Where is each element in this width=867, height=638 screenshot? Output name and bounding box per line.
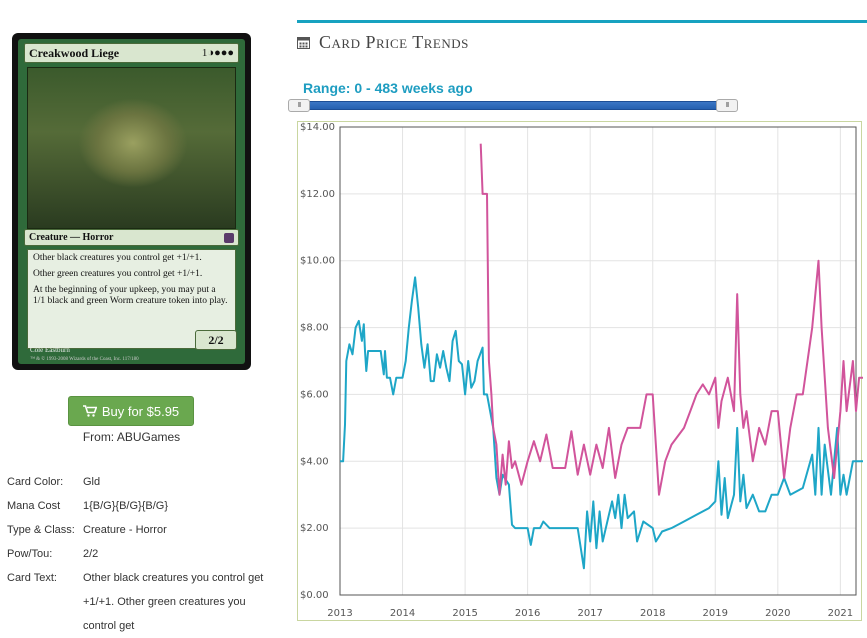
detail-row-type: Type & Class: Creature - Horror: [7, 518, 267, 542]
y-tick-label: $4.00: [300, 456, 329, 467]
y-tick-label: $14.00: [300, 122, 335, 133]
card-title-bar: Creakwood Liege 1◑●●●: [24, 43, 239, 63]
detail-row-card-text: Card Text: Other black creatures you con…: [7, 566, 267, 638]
detail-label: Pow/Tou:: [7, 548, 53, 560]
set-symbol-icon: [224, 232, 234, 243]
card-type-line: Creature — Horror: [29, 232, 114, 243]
x-tick-label: 2018: [640, 608, 665, 619]
x-tick-label: 2014: [390, 608, 415, 619]
y-tick-label: $0.00: [300, 590, 329, 601]
card-copyright: ™ & © 1993-2008 Wizards of the Coast, In…: [30, 357, 139, 362]
card-details: Card Color: Gld Mana Cost 1{B/G}{B/G}{B/…: [7, 470, 267, 638]
card-type-bar: Creature — Horror: [24, 229, 239, 246]
x-tick-label: 2021: [828, 608, 853, 619]
calendar-icon: [297, 37, 310, 49]
seller-prefix: From:: [82, 430, 115, 444]
detail-value: Creature - Horror: [83, 524, 167, 536]
range-slider-track[interactable]: [298, 101, 734, 110]
x-tick-label: 2016: [515, 608, 540, 619]
range-label: Range: 0 - 483 weeks ago: [303, 80, 473, 96]
detail-value: 1{B/G}{B/G}{B/G}: [83, 500, 169, 512]
section-header: Card Price Trends: [297, 32, 469, 53]
range-slider-handle-end[interactable]: III: [716, 99, 738, 112]
card-art: [27, 67, 236, 229]
x-tick-label: 2020: [765, 608, 790, 619]
y-tick-label: $6.00: [300, 389, 329, 400]
card-name: Creakwood Liege: [29, 45, 120, 60]
x-tick-label: 2017: [577, 608, 602, 619]
buy-button-label: Buy for $5.95: [101, 403, 180, 419]
detail-value: Other black creatures you control get +1…: [83, 572, 264, 632]
card-power-toughness: 2/2: [195, 330, 237, 350]
y-tick-label: $8.00: [300, 323, 329, 334]
section-divider: [297, 20, 867, 23]
x-tick-label: 2015: [452, 608, 477, 619]
card-artist: Cole Eastburn: [30, 346, 70, 354]
card-rule-line: Other green creatures you control get +1…: [33, 269, 203, 279]
section-title: Card Price Trends: [319, 32, 469, 52]
detail-row-pow-tou: Pow/Tou: 2/2: [7, 542, 267, 566]
detail-label: Type & Class:: [7, 524, 75, 536]
card-image: Creakwood Liege 1◑●●● Creature — Horror …: [12, 33, 251, 370]
plot-frame: [339, 126, 857, 596]
y-tick-label: $12.00: [300, 189, 335, 200]
cart-icon: [82, 405, 97, 417]
mana-cost-icons: 1◑●●●: [201, 47, 234, 59]
x-tick-label: 2013: [327, 608, 352, 619]
card-rules-text: Other black creatures you control get +1…: [27, 249, 236, 349]
card-rule-line: Other black creatures you control get +1…: [33, 253, 202, 263]
detail-label: Mana Cost: [7, 500, 61, 512]
y-tick-label: $10.00: [300, 256, 335, 267]
detail-label: Card Text:: [7, 572, 57, 584]
detail-row-color: Card Color: Gld: [7, 470, 267, 494]
detail-value: 2/2: [83, 548, 99, 560]
price-series-line: [479, 143, 863, 496]
range-slider-handle-start[interactable]: III: [288, 99, 310, 112]
detail-label: Card Color:: [7, 476, 64, 488]
price-chart-svg: 2013 2014 2015 2016 2017 2018 2019 2020 2021 $0.0…: [300, 122, 863, 619]
price-series-line: [340, 276, 863, 570]
x-tick-label: 2019: [703, 608, 728, 619]
card-frame: Creakwood Liege 1◑●●● Creature — Horror …: [18, 39, 245, 364]
y-tick-label: $2.00: [300, 523, 329, 534]
detail-value: Gld: [83, 476, 101, 488]
seller-name: ABUGames: [116, 430, 181, 444]
price-chart: 2013 2014 2015 2016 2017 2018 2019 2020 2021 $0.0…: [297, 121, 863, 621]
buy-button[interactable]: Buy for $5.95: [68, 396, 194, 426]
card-rule-line: At the beginning of your upkeep, you may…: [33, 285, 228, 306]
detail-row-mana-cost: Mana Cost 1{B/G}{B/G}{B/G}: [7, 494, 267, 518]
seller-line: From: ABUGames: [0, 430, 263, 444]
